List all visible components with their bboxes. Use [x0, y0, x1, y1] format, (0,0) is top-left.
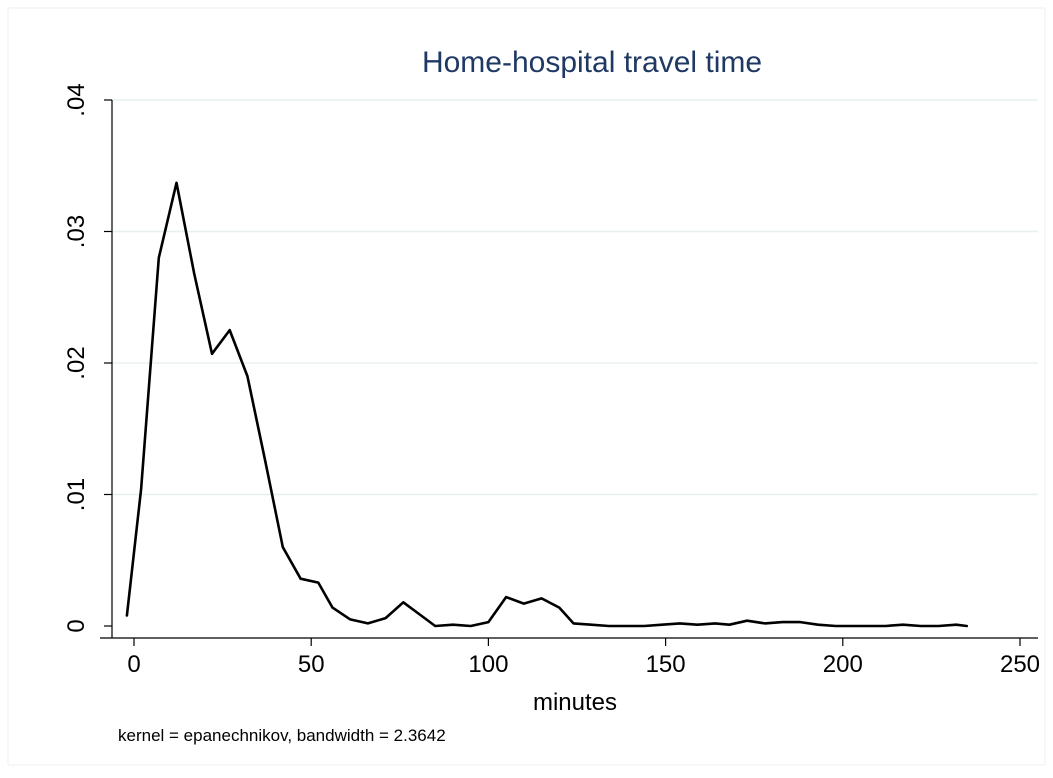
x-tick-label-2: 100	[468, 651, 508, 678]
y-tick-label-2: .02	[63, 346, 90, 379]
y-tick-label-1: .01	[63, 478, 90, 511]
x-tick-label-0: 0	[127, 651, 140, 678]
y-tick-label-4: .04	[63, 83, 90, 116]
chart-note: kernel = epanechnikov, bandwidth = 2.364…	[118, 726, 446, 745]
y-tick-label-0: 0	[63, 619, 90, 632]
x-tick-label-1: 50	[298, 651, 325, 678]
x-axis-label: minutes	[533, 689, 617, 716]
x-tick-label-4: 200	[823, 651, 863, 678]
y-tick-label-3: .03	[63, 215, 90, 248]
x-tick-label-3: 150	[646, 651, 686, 678]
x-tick-label-5: 250	[1000, 651, 1040, 678]
chart-title: Home-hospital travel time	[422, 46, 762, 79]
